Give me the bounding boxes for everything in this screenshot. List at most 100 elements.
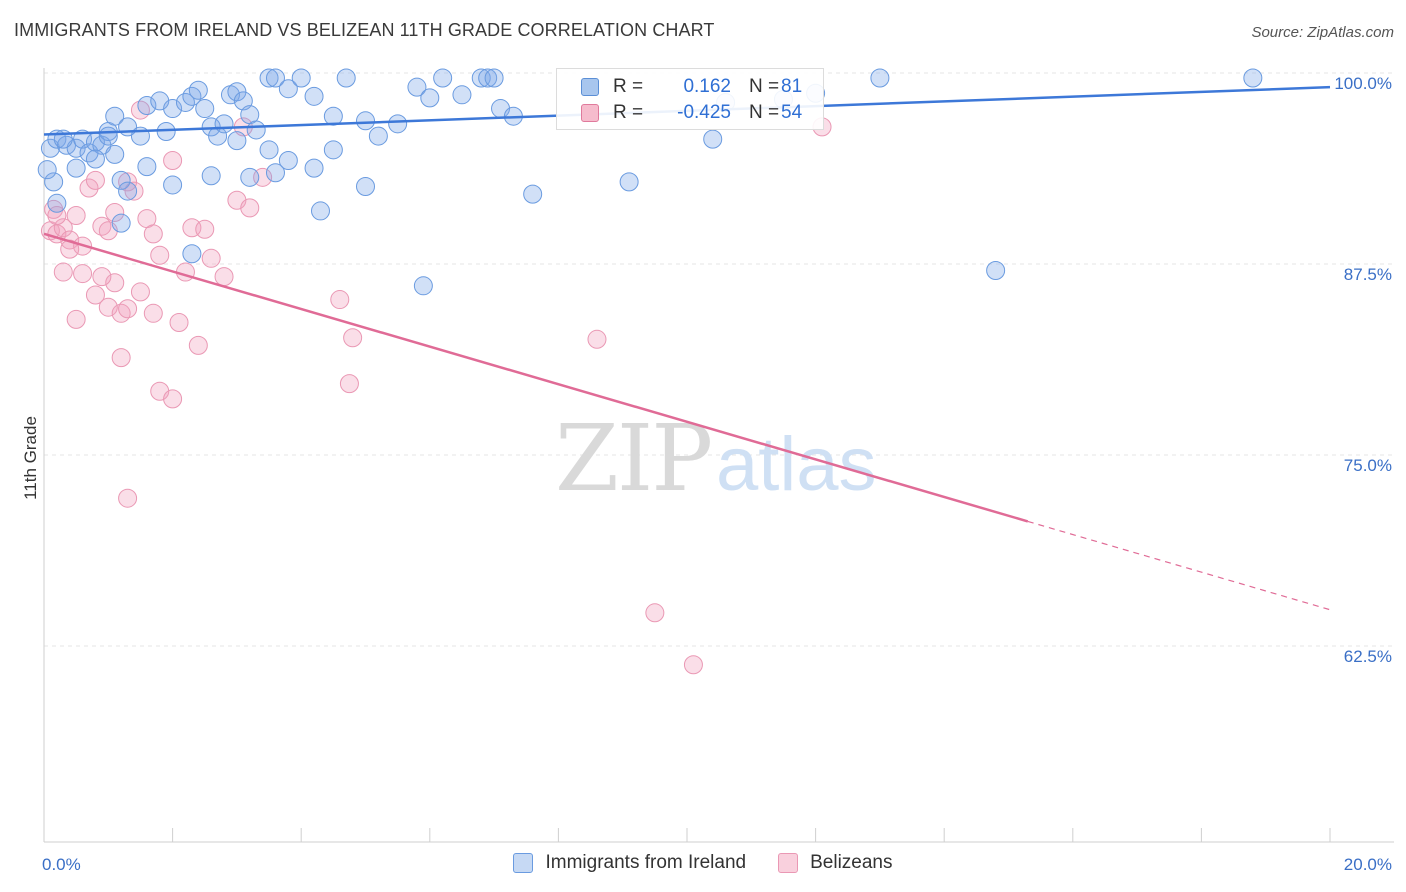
data-point-ireland (323, 140, 343, 160)
legend-n-value-ireland: 81 (781, 76, 803, 97)
data-point-ireland (85, 149, 105, 169)
data-point-ireland (323, 106, 343, 126)
data-point-ireland (259, 140, 279, 160)
legend-swatch-belizeans (778, 853, 799, 873)
data-point-ireland (356, 176, 375, 196)
legend-swatch-ireland (513, 853, 534, 873)
trend-lines (43, 85, 1331, 611)
y-tick-label: 62.5% (1344, 647, 1392, 666)
series-legend: Immigrants from Ireland Belizeans (0, 852, 1406, 874)
legend-item-ireland[interactable]: Immigrants from Ireland (513, 852, 746, 874)
data-point-belizeans (118, 488, 138, 508)
data-point-ireland (310, 201, 330, 221)
data-point-ireland (304, 158, 324, 178)
legend-r-label: R = (613, 102, 644, 123)
data-point-ireland (433, 68, 453, 88)
data-point-belizeans (214, 267, 234, 287)
data-point-belizeans (44, 199, 64, 219)
data-point-ireland (137, 157, 157, 177)
data-point-belizeans (163, 389, 183, 409)
data-point-ireland (413, 276, 433, 296)
data-point-ireland (259, 68, 279, 88)
data-point-ireland (111, 213, 131, 233)
legend-row-ireland: R = 0.162 N = 81 (581, 75, 802, 99)
data-point-belizeans (130, 282, 150, 302)
data-point-ireland (278, 151, 298, 171)
legend-swatch-belizeans (581, 104, 599, 122)
data-point-ireland (227, 131, 247, 151)
data-point-ireland (407, 77, 427, 97)
data-point-ireland (201, 166, 221, 186)
data-point-ireland (703, 129, 723, 149)
data-point-ireland (111, 170, 131, 190)
data-point-belizeans (169, 312, 189, 332)
data-point-ireland (44, 172, 64, 192)
data-point-ireland (986, 261, 1006, 281)
data-point-ireland (214, 114, 234, 134)
data-point-belizeans (143, 303, 163, 323)
legend-r-value-ireland: 0.162 (683, 76, 731, 97)
watermark: ZIP atlas (555, 405, 877, 512)
legend-label-belizeans: Belizeans (810, 852, 893, 873)
legend-r-value-belizeans: -0.425 (677, 102, 731, 123)
data-point-ireland (484, 68, 504, 88)
data-point-ireland (137, 96, 157, 116)
data-point-ireland (66, 138, 86, 158)
legend-n-value-belizeans: 54 (781, 102, 803, 123)
data-point-ireland (1243, 68, 1263, 88)
data-point-belizeans (73, 264, 93, 284)
data-point-ireland (98, 126, 118, 146)
data-point-belizeans (339, 374, 359, 394)
source-credit: Source: ZipAtlas.com (1251, 24, 1394, 41)
data-point-ireland (37, 160, 57, 180)
data-point-ireland (227, 82, 247, 102)
data-point-ireland (870, 68, 890, 88)
tick-labels: 62.5% 75.0% 87.5% 100.0% 0.0% 20.0% (42, 74, 1392, 874)
data-point-ireland (388, 114, 408, 134)
data-point-belizeans (66, 206, 86, 226)
data-point-ireland (368, 126, 388, 146)
data-point-ireland (118, 181, 138, 201)
data-point-belizeans (188, 335, 208, 355)
data-point-ireland (356, 111, 375, 131)
chart-title: IMMIGRANTS FROM IRELAND VS BELIZEAN 11TH… (14, 20, 715, 40)
data-point-belizeans (587, 329, 607, 349)
legend-swatch-ireland (581, 78, 599, 96)
data-point-ireland (278, 79, 298, 99)
data-point-belizeans (92, 267, 112, 287)
data-point-belizeans (143, 224, 163, 244)
legend-row-belizeans: R = -0.425 N = 54 (581, 101, 802, 125)
data-point-ireland (66, 158, 86, 178)
data-point-ireland (619, 172, 639, 192)
trend-line-belizeans (43, 232, 1029, 523)
data-point-ireland (240, 167, 260, 187)
data-point-belizeans (175, 262, 195, 282)
trend-line-belizeans-extrapolated (1027, 520, 1331, 611)
data-point-ireland (336, 68, 356, 88)
data-point-belizeans (124, 181, 144, 201)
data-point-ireland (105, 144, 125, 164)
data-point-ireland (291, 68, 311, 88)
data-point-ireland (452, 85, 472, 105)
watermark-atlas: atlas (716, 422, 877, 507)
data-point-ireland (523, 184, 543, 204)
data-point-belizeans (105, 202, 125, 222)
data-point-ireland (246, 120, 266, 140)
data-point-belizeans (683, 655, 703, 675)
y-tick-label: 75.0% (1344, 456, 1392, 475)
data-point-ireland (188, 80, 208, 100)
data-point-ireland (105, 106, 125, 126)
y-tick-label: 100.0% (1334, 74, 1392, 93)
data-point-belizeans (85, 170, 105, 190)
series-belizeans-points (40, 100, 832, 675)
gridlines (44, 72, 1394, 647)
data-point-belizeans (330, 290, 350, 310)
data-point-belizeans (201, 248, 221, 268)
legend-item-belizeans[interactable]: Belizeans (778, 852, 893, 874)
data-point-ireland (195, 99, 215, 119)
data-point-belizeans (163, 151, 183, 171)
legend-n-label: N = (749, 76, 780, 97)
data-point-belizeans (645, 603, 665, 623)
data-point-ireland (265, 68, 285, 88)
